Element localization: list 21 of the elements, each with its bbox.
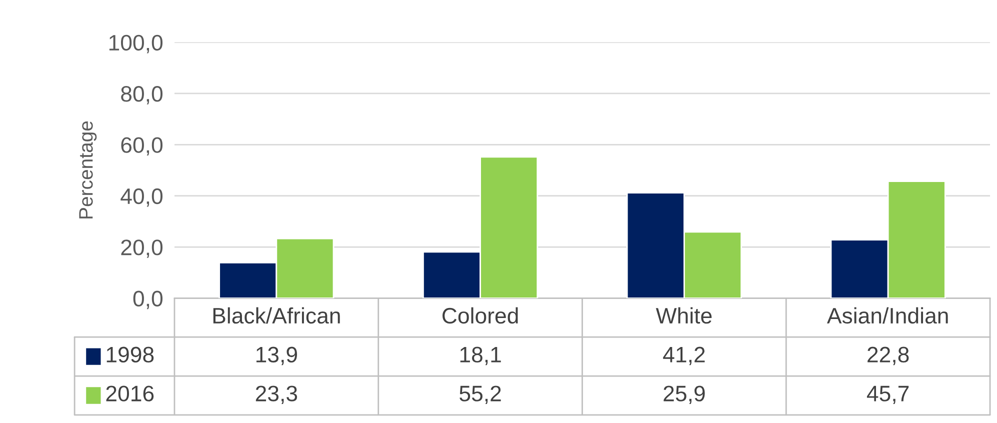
data-label: 18,1 <box>460 346 501 366</box>
data-label: 13,9 <box>256 346 297 366</box>
x-tick-label: Colored <box>442 307 518 324</box>
data-label: 41,2 <box>663 346 705 366</box>
data-label: 55,2 <box>460 386 501 404</box>
data-label: 45,7 <box>866 386 909 404</box>
x-tick-label: White <box>656 307 712 324</box>
y-axis-title: Percentage <box>79 121 97 218</box>
legend-label: 2016 <box>106 386 154 402</box>
legend-label: 1998 <box>106 346 154 363</box>
y-tick-label: 20,0 <box>121 240 162 258</box>
y-tick-label: 100,0 <box>109 34 162 54</box>
x-tick-label: Asian/Indian <box>826 307 948 324</box>
y-tick-label: 60,0 <box>121 137 162 156</box>
data-label: 22,8 <box>868 346 909 366</box>
y-tick-label: 40,0 <box>120 188 162 207</box>
data-label: 25,9 <box>664 386 705 404</box>
x-tick-label: Black/African <box>213 307 340 324</box>
data-label: 23,3 <box>256 386 298 404</box>
y-tick-label: 0,0 <box>133 290 162 310</box>
y-tick-label: 80,0 <box>121 86 162 104</box>
